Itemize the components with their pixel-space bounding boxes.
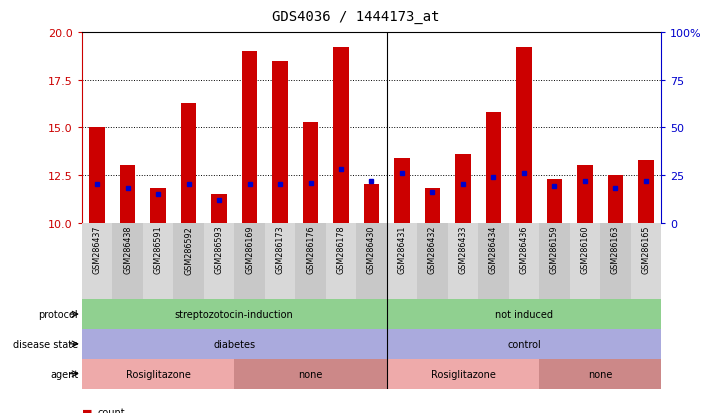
Bar <box>82 329 387 359</box>
Bar <box>570 223 600 299</box>
Text: GSM286163: GSM286163 <box>611 225 620 273</box>
Text: GSM286432: GSM286432 <box>428 225 437 274</box>
Bar <box>143 223 173 299</box>
Bar <box>204 223 234 299</box>
Bar <box>387 359 539 389</box>
Bar <box>608 176 623 223</box>
Bar <box>82 359 234 389</box>
Bar <box>120 166 135 223</box>
Text: GSM286434: GSM286434 <box>489 225 498 273</box>
Bar <box>417 223 448 299</box>
Text: agent: agent <box>50 369 78 379</box>
Text: GSM286593: GSM286593 <box>215 225 223 274</box>
Text: GSM286165: GSM286165 <box>641 225 651 274</box>
Bar <box>631 223 661 299</box>
Bar <box>82 299 387 329</box>
Bar <box>181 103 196 223</box>
Bar <box>326 223 356 299</box>
Bar <box>486 113 501 223</box>
Text: GSM286430: GSM286430 <box>367 225 376 273</box>
Bar <box>577 166 592 223</box>
Text: Rosiglitazone: Rosiglitazone <box>431 369 496 379</box>
Bar <box>600 223 631 299</box>
Text: not induced: not induced <box>495 309 553 319</box>
Text: GSM286169: GSM286169 <box>245 225 254 274</box>
Bar <box>547 179 562 223</box>
Bar <box>387 329 661 359</box>
Bar <box>509 223 539 299</box>
Bar <box>264 223 295 299</box>
Bar <box>295 223 326 299</box>
Bar <box>151 189 166 223</box>
Bar <box>242 52 257 223</box>
Text: GSM286176: GSM286176 <box>306 225 315 274</box>
Bar <box>387 223 417 299</box>
Bar <box>356 223 387 299</box>
Bar <box>395 159 410 223</box>
Bar <box>479 223 509 299</box>
Text: control: control <box>507 339 541 349</box>
Text: protocol: protocol <box>38 309 78 319</box>
Text: disease state: disease state <box>13 339 78 349</box>
Bar <box>455 154 471 223</box>
Text: GSM286433: GSM286433 <box>459 225 468 273</box>
Bar <box>112 223 143 299</box>
Bar <box>90 128 105 223</box>
Text: GSM286438: GSM286438 <box>123 225 132 273</box>
Text: GSM286431: GSM286431 <box>397 225 407 273</box>
Bar <box>173 223 204 299</box>
Text: GSM286591: GSM286591 <box>154 225 163 274</box>
Text: Rosiglitazone: Rosiglitazone <box>126 369 191 379</box>
Bar <box>303 122 318 223</box>
Text: GSM286159: GSM286159 <box>550 225 559 274</box>
Bar <box>234 359 387 389</box>
Bar <box>448 223 479 299</box>
Bar <box>211 195 227 223</box>
Text: count: count <box>97 407 125 413</box>
Text: GSM286173: GSM286173 <box>275 225 284 274</box>
Bar <box>539 359 661 389</box>
Bar <box>425 189 440 223</box>
Text: GSM286437: GSM286437 <box>92 225 102 274</box>
Text: GSM286436: GSM286436 <box>520 225 528 273</box>
Bar <box>364 185 379 223</box>
Text: none: none <box>588 369 612 379</box>
Text: GSM286178: GSM286178 <box>336 225 346 274</box>
Text: ■: ■ <box>82 407 92 413</box>
Bar <box>82 223 112 299</box>
Bar <box>272 62 288 223</box>
Bar <box>516 48 532 223</box>
Text: none: none <box>299 369 323 379</box>
Bar <box>539 223 570 299</box>
Text: diabetes: diabetes <box>213 339 255 349</box>
Bar <box>333 48 348 223</box>
Bar <box>387 299 661 329</box>
Text: GDS4036 / 1444173_at: GDS4036 / 1444173_at <box>272 10 439 24</box>
Bar <box>234 223 264 299</box>
Bar <box>638 160 653 223</box>
Text: streptozotocin-induction: streptozotocin-induction <box>175 309 294 319</box>
Text: GSM286160: GSM286160 <box>580 225 589 273</box>
Text: GSM286592: GSM286592 <box>184 225 193 274</box>
